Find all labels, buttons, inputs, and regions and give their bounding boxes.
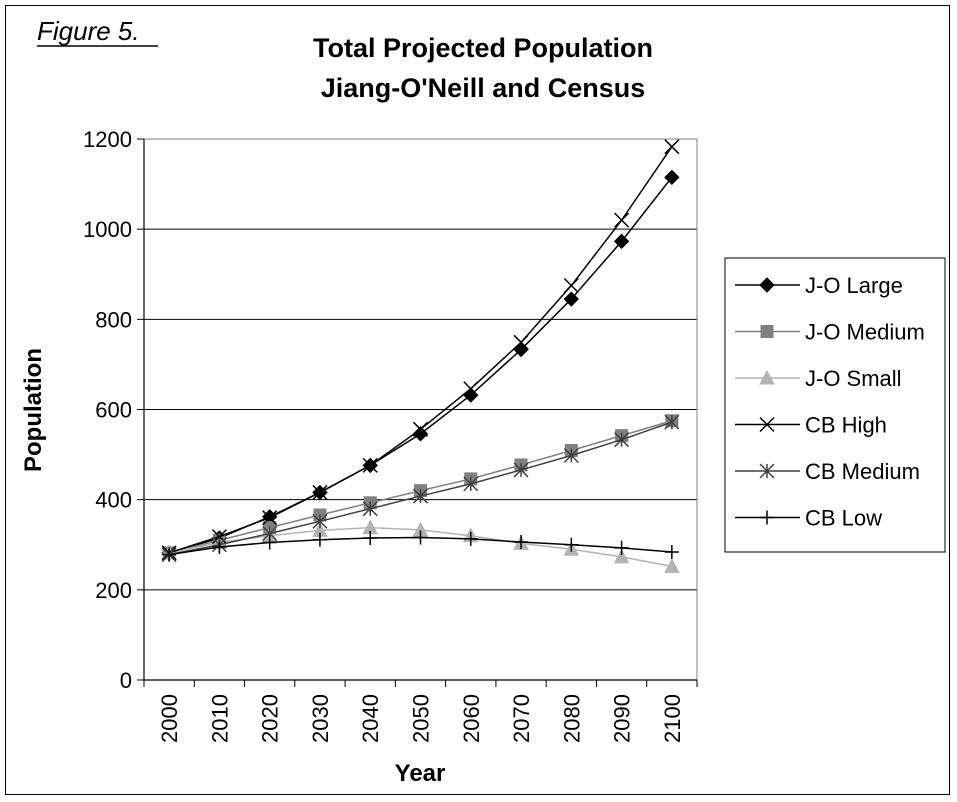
x-axis-title: Year (395, 760, 446, 787)
legend-marker-cb-medium (759, 463, 775, 479)
data-point-cb-low (212, 540, 227, 555)
data-point-cb-low (413, 530, 428, 545)
data-point-j-o-large (563, 291, 580, 307)
x-tick-label: 2050 (409, 694, 434, 743)
x-tick-label: 2070 (509, 694, 534, 743)
x-tick-label: 2010 (207, 694, 232, 743)
legend-label: CB High (805, 413, 887, 438)
legend-label: J-O Medium (805, 320, 925, 345)
data-point-cb-low (614, 540, 629, 555)
legend-item-j-o-small: J-O Small (735, 366, 902, 391)
x-tick-label: 2030 (308, 694, 333, 743)
data-point-cb-medium (463, 476, 479, 492)
data-point-cb-high (664, 139, 680, 155)
legend-item-cb-low: CB Low (735, 506, 882, 531)
x-tick-label: 2090 (610, 694, 635, 743)
y-axis-title: Population (20, 348, 47, 472)
chart-title: Total Projected Population (313, 33, 653, 63)
data-point-cb-high (211, 529, 227, 545)
y-tick-label: 1000 (83, 217, 132, 242)
legend-marker-j-o-medium (760, 325, 774, 338)
plot-area: 0 200 400 600 800 1000 1200 2000 2010 2020 2030 204… (83, 127, 698, 743)
legend-marker-cb-high (759, 416, 775, 433)
x-tick-label: 2040 (358, 694, 383, 743)
y-tick-label: 200 (95, 578, 132, 603)
y-tick-label: 800 (95, 307, 132, 332)
data-point-cb-low (312, 532, 327, 547)
legend-box (724, 257, 946, 553)
data-point-j-o-small (613, 548, 630, 564)
data-point-cb-high (614, 212, 630, 228)
y-tick-label: 1200 (83, 127, 132, 152)
data-point-cb-medium (664, 414, 680, 430)
data-point-cb-high (463, 381, 479, 397)
x-tick-label: 2020 (258, 694, 283, 743)
x-tick-label: 2060 (459, 694, 484, 743)
data-point-cb-medium (412, 488, 429, 504)
legend-label: CB Medium (805, 459, 920, 484)
data-point-j-o-large (613, 233, 630, 250)
data-point-cb-medium (614, 432, 630, 448)
data-point-cb-medium (563, 447, 579, 464)
data-point-cb-high (262, 510, 278, 526)
x-tick-label: 2000 (157, 694, 182, 743)
legend-item-j-o-medium: J-O Medium (735, 320, 925, 345)
legend: J-O Large J-O Medium J-O Small CB High CB Me… (724, 257, 946, 553)
data-point-j-o-large (412, 426, 429, 442)
data-point-cb-medium (312, 513, 328, 529)
legend-label: J-O Large (805, 273, 903, 298)
legend-item-cb-high: CB High (735, 413, 887, 438)
data-point-cb-low (463, 531, 478, 546)
legend-marker-cb-low (760, 510, 774, 525)
data-point-cb-high (312, 484, 328, 500)
data-point-cb-medium (362, 501, 378, 517)
data-point-j-o-large (664, 169, 680, 186)
data-point-cb-low (162, 547, 177, 562)
data-point-cb-high (412, 421, 429, 437)
data-point-cb-low (564, 537, 579, 552)
legend-item-cb-medium: CB Medium (735, 459, 920, 484)
data-point-cb-low (664, 544, 679, 559)
y-tick-label: 0 (120, 668, 132, 693)
data-point-cb-high (362, 457, 378, 473)
y-tick-label: 600 (95, 398, 132, 423)
data-point-cb-medium (513, 462, 529, 478)
figure-label: Figure 5. (37, 16, 140, 46)
legend-label: J-O Small (805, 366, 902, 391)
series-cb-low (162, 530, 679, 562)
y-tick-label: 400 (95, 488, 132, 513)
data-point-cb-low (262, 535, 277, 550)
data-point-j-o-small (664, 558, 680, 573)
x-tick-label: 2080 (559, 694, 584, 743)
chart-subtitle: Jiang-O'Neill and Census (321, 73, 646, 103)
legend-marker-j-o-large (759, 277, 775, 293)
legend-item-j-o-large: J-O Large (735, 273, 903, 298)
x-tick-label: 2100 (660, 694, 685, 743)
data-point-cb-high (563, 277, 579, 294)
data-point-cb-high (513, 334, 529, 350)
legend-marker-j-o-small (759, 369, 775, 385)
series-cb-high (161, 139, 680, 561)
data-point-cb-low (363, 530, 378, 545)
legend-label: CB Low (805, 506, 882, 531)
data-point-cb-low (514, 535, 529, 550)
